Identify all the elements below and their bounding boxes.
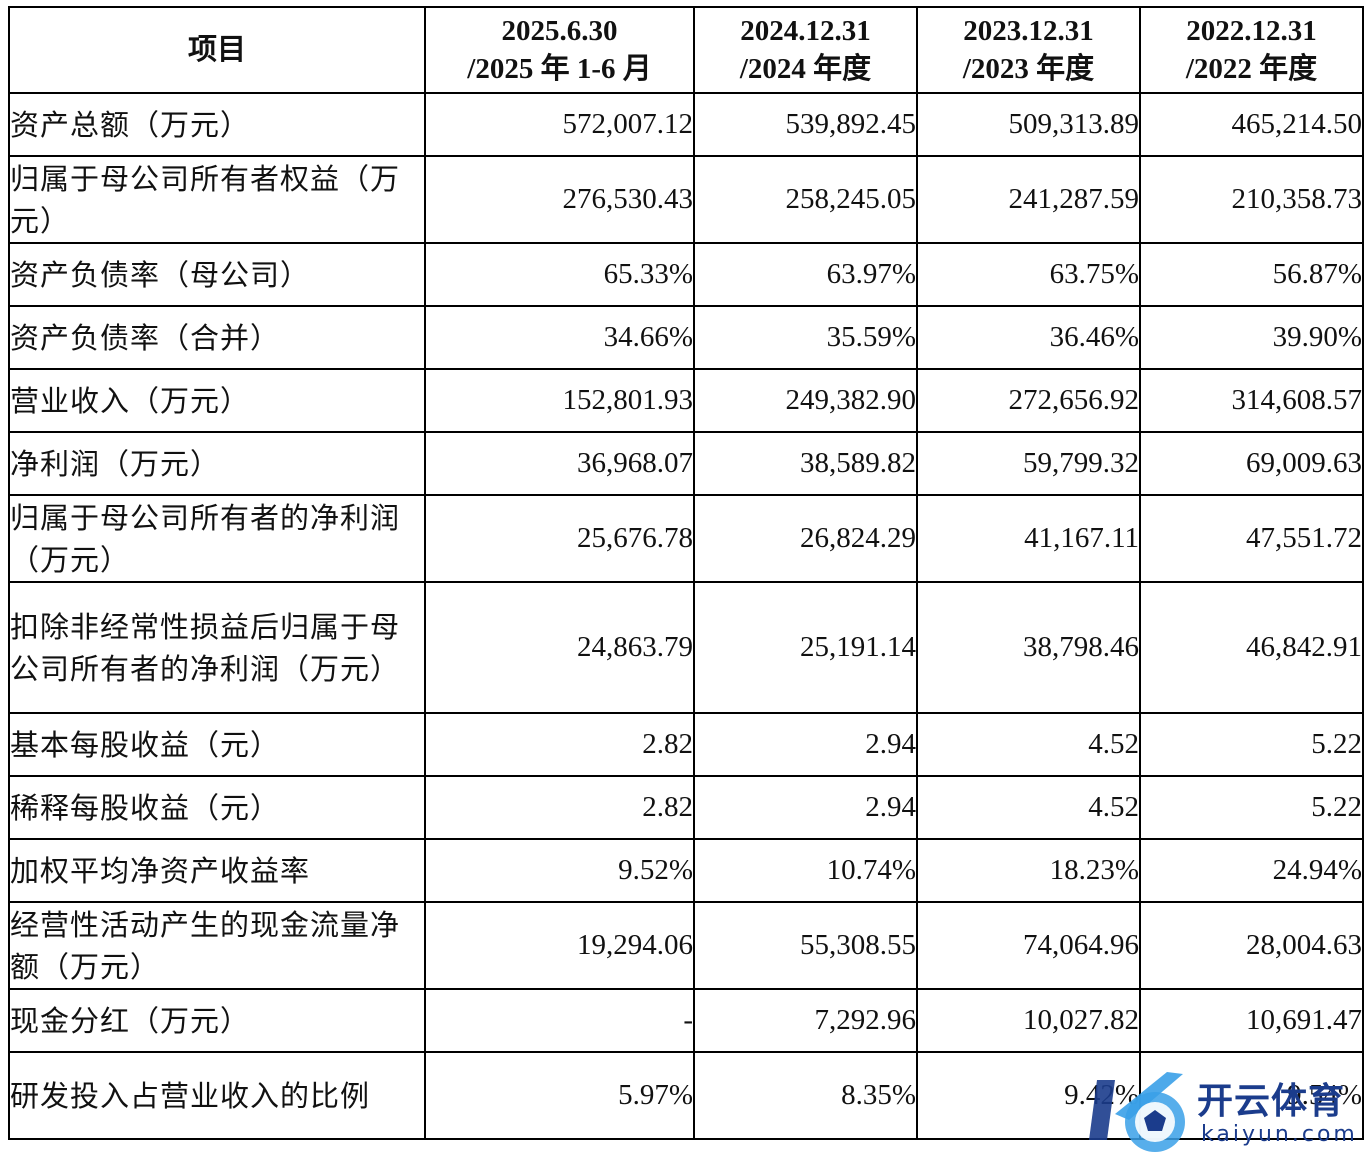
cell-value: 7,292.96 xyxy=(693,988,918,1053)
cell-value: 25,676.78 xyxy=(424,494,695,583)
cell-value: 46,842.91 xyxy=(1139,581,1364,714)
table-row: 经营性活动产生的现金流量净额（万元） 19,294.06 55,308.55 7… xyxy=(8,901,1364,990)
row-label: 研发投入占营业收入的比例 xyxy=(8,1051,426,1140)
cell-value: 2.82 xyxy=(424,712,695,777)
cell-value: 2.82 xyxy=(424,775,695,840)
row-label: 加权平均净资产收益率 xyxy=(8,838,426,903)
table-row: 净利润（万元） 36,968.07 38,589.82 59,799.32 69… xyxy=(8,431,1364,496)
cell-value: 258,245.05 xyxy=(693,155,918,244)
cell-value: 36,968.07 xyxy=(424,431,695,496)
header-item: 项目 xyxy=(8,6,426,94)
cell-value: 276,530.43 xyxy=(424,155,695,244)
table-row: 扣除非经常性损益后归属于母公司所有者的净利润（万元） 24,863.79 25,… xyxy=(8,581,1364,714)
cell-value: 19,294.06 xyxy=(424,901,695,990)
cell-value: 24.94% xyxy=(1139,838,1364,903)
cell-value: 34.66% xyxy=(424,305,695,370)
cell-value: 152,801.93 xyxy=(424,368,695,433)
header-period-2025h1: 2025.6.30/2025 年 1-6 月 xyxy=(424,6,695,94)
table-row: 归属于母公司所有者权益（万元） 276,530.43 258,245.05 24… xyxy=(8,155,1364,244)
cell-value: 24,863.79 xyxy=(424,581,695,714)
cell-value: 8.35% xyxy=(693,1051,918,1140)
cell-value: 9.52% xyxy=(424,838,695,903)
cell-value: 55,308.55 xyxy=(693,901,918,990)
row-label: 资产负债率（合并） xyxy=(8,305,426,370)
cell-value: 4.52 xyxy=(916,775,1141,840)
cell-value: 39.90% xyxy=(1139,305,1364,370)
row-label: 扣除非经常性损益后归属于母公司所有者的净利润（万元） xyxy=(8,581,426,714)
table-row: 资产负债率（合并） 34.66% 35.59% 36.46% 39.90% xyxy=(8,305,1364,370)
cell-value: 2.94 xyxy=(693,775,918,840)
cell-value: 74,064.96 xyxy=(916,901,1141,990)
cell-value: 47,551.72 xyxy=(1139,494,1364,583)
table-row: 归属于母公司所有者的净利润（万元） 25,676.78 26,824.29 41… xyxy=(8,494,1364,583)
cell-value: 539,892.45 xyxy=(693,92,918,157)
cell-value: 572,007.12 xyxy=(424,92,695,157)
cell-value: 36.46% xyxy=(916,305,1141,370)
cell-value: 69,009.63 xyxy=(1139,431,1364,496)
row-label: 净利润（万元） xyxy=(8,431,426,496)
cell-value: 10,691.47 xyxy=(1139,988,1364,1053)
table-row: 资产负债率（母公司） 65.33% 63.97% 63.75% 56.87% xyxy=(8,242,1364,307)
cell-value: 35.59% xyxy=(693,305,918,370)
table-row: 基本每股收益（元） 2.82 2.94 4.52 5.22 xyxy=(8,712,1364,777)
row-label: 基本每股收益（元） xyxy=(8,712,426,777)
row-label: 归属于母公司所有者的净利润（万元） xyxy=(8,494,426,583)
table-row: 资产总额（万元） 572,007.12 539,892.45 509,313.8… xyxy=(8,92,1364,157)
financial-summary: 项目 2025.6.30/2025 年 1-6 月 2024.12.31/202… xyxy=(8,6,1364,1140)
cell-value: 41,167.11 xyxy=(916,494,1141,583)
cell-value: 5.22 xyxy=(1139,712,1364,777)
header-period-2023: 2023.12.31/2023 年度 xyxy=(916,6,1141,94)
row-label: 经营性活动产生的现金流量净额（万元） xyxy=(8,901,426,990)
cell-value: 509,313.89 xyxy=(916,92,1141,157)
cell-value: 249,382.90 xyxy=(693,368,918,433)
financial-table: 项目 2025.6.30/2025 年 1-6 月 2024.12.31/202… xyxy=(8,6,1364,1140)
cell-value: 272,656.92 xyxy=(916,368,1141,433)
cell-value: 28,004.63 xyxy=(1139,901,1364,990)
table-row: 加权平均净资产收益率 9.52% 10.74% 18.23% 24.94% xyxy=(8,838,1364,903)
cell-value: 59,799.32 xyxy=(916,431,1141,496)
cell-value: - xyxy=(424,988,695,1053)
cell-value: 38,798.46 xyxy=(916,581,1141,714)
cell-value: 18.23% xyxy=(916,838,1141,903)
cell-value: 5.22 xyxy=(1139,775,1364,840)
header-period-2024: 2024.12.31/2024 年度 xyxy=(693,6,918,94)
cell-value: 10.74% xyxy=(693,838,918,903)
watermark-title: 开云体育 xyxy=(1197,1081,1346,1122)
cell-value: 65.33% xyxy=(424,242,695,307)
watermark-logo: 开云体育 kaiyun.com xyxy=(1085,1062,1370,1162)
cell-value: 4.52 xyxy=(916,712,1141,777)
row-label: 资产负债率（母公司） xyxy=(8,242,426,307)
cell-value: 5.97% xyxy=(424,1051,695,1140)
cell-value: 26,824.29 xyxy=(693,494,918,583)
row-label: 现金分红（万元） xyxy=(8,988,426,1053)
cell-value: 38,589.82 xyxy=(693,431,918,496)
cell-value: 10,027.82 xyxy=(916,988,1141,1053)
header-period-2022: 2022.12.31/2022 年度 xyxy=(1139,6,1364,94)
row-label: 归属于母公司所有者权益（万元） xyxy=(8,155,426,244)
cell-value: 56.87% xyxy=(1139,242,1364,307)
cell-value: 210,358.73 xyxy=(1139,155,1364,244)
row-label: 资产总额（万元） xyxy=(8,92,426,157)
row-label: 稀释每股收益（元） xyxy=(8,775,426,840)
cell-value: 465,214.50 xyxy=(1139,92,1364,157)
watermark-subtitle: kaiyun.com xyxy=(1201,1122,1358,1147)
header-row: 项目 2025.6.30/2025 年 1-6 月 2024.12.31/202… xyxy=(8,6,1364,94)
cell-value: 241,287.59 xyxy=(916,155,1141,244)
cell-value: 63.97% xyxy=(693,242,918,307)
kaiyun-ball-icon xyxy=(1089,1072,1185,1152)
table-row: 稀释每股收益（元） 2.82 2.94 4.52 5.22 xyxy=(8,775,1364,840)
table-row: 营业收入（万元） 152,801.93 249,382.90 272,656.9… xyxy=(8,368,1364,433)
table-row: 现金分红（万元） - 7,292.96 10,027.82 10,691.47 xyxy=(8,988,1364,1053)
cell-value: 314,608.57 xyxy=(1139,368,1364,433)
row-label: 营业收入（万元） xyxy=(8,368,426,433)
cell-value: 2.94 xyxy=(693,712,918,777)
cell-value: 25,191.14 xyxy=(693,581,918,714)
cell-value: 63.75% xyxy=(916,242,1141,307)
